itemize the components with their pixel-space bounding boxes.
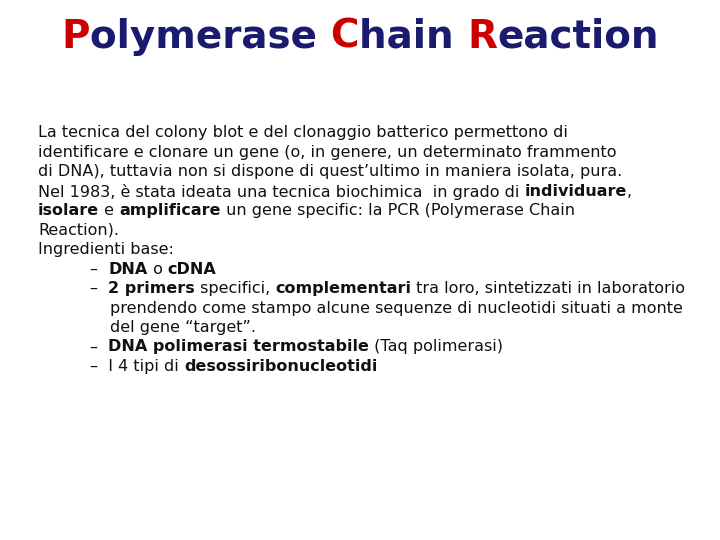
Text: complementari: complementari	[275, 281, 411, 296]
Text: tra loro, sintetizzati in laboratorio: tra loro, sintetizzati in laboratorio	[411, 281, 685, 296]
Text: –: –	[90, 261, 108, 276]
Text: C: C	[330, 18, 359, 56]
Text: o: o	[148, 261, 168, 276]
Text: individuare: individuare	[524, 184, 627, 199]
Text: La tecnica del colony blot e del clonaggio batterico permettono di: La tecnica del colony blot e del clonagg…	[38, 125, 568, 140]
Text: –: –	[90, 340, 108, 354]
Text: identificare e clonare un gene (o, in genere, un determinato frammento: identificare e clonare un gene (o, in ge…	[38, 145, 616, 159]
Text: olymerase: olymerase	[90, 18, 330, 56]
Text: isolare: isolare	[38, 203, 99, 218]
Text: del gene “target”.: del gene “target”.	[110, 320, 256, 335]
Text: amplificare: amplificare	[120, 203, 221, 218]
Text: DNA: DNA	[108, 261, 148, 276]
Text: e: e	[99, 203, 120, 218]
Text: hain: hain	[359, 18, 467, 56]
Text: prendendo come stampo alcune sequenze di nucleotidi situati a monte: prendendo come stampo alcune sequenze di…	[110, 300, 683, 315]
Text: P: P	[61, 18, 90, 56]
Text: eaction: eaction	[497, 18, 659, 56]
Text: (Taq polimerasi): (Taq polimerasi)	[369, 340, 503, 354]
Text: di DNA), tuttavia non si dispone di quest’ultimo in maniera isolata, pura.: di DNA), tuttavia non si dispone di ques…	[38, 164, 622, 179]
Text: cDNA: cDNA	[168, 261, 216, 276]
Text: Reaction).: Reaction).	[38, 222, 119, 238]
Text: un gene specific: la PCR (Polymerase Chain: un gene specific: la PCR (Polymerase Cha…	[221, 203, 575, 218]
Text: ,: ,	[627, 184, 632, 199]
Text: Nel 1983, è stata ideata una tecnica biochimica  in grado di: Nel 1983, è stata ideata una tecnica bio…	[38, 184, 524, 199]
Text: specifici,: specifici,	[195, 281, 275, 296]
Text: –  I 4 tipi di: – I 4 tipi di	[90, 359, 184, 374]
Text: –: –	[90, 281, 108, 296]
Text: R: R	[467, 18, 497, 56]
Text: desossiribonucleotidi: desossiribonucleotidi	[184, 359, 377, 374]
Text: DNA polimerasi termostabile: DNA polimerasi termostabile	[108, 340, 369, 354]
Text: 2 primers: 2 primers	[108, 281, 195, 296]
Text: Ingredienti base:: Ingredienti base:	[38, 242, 174, 257]
